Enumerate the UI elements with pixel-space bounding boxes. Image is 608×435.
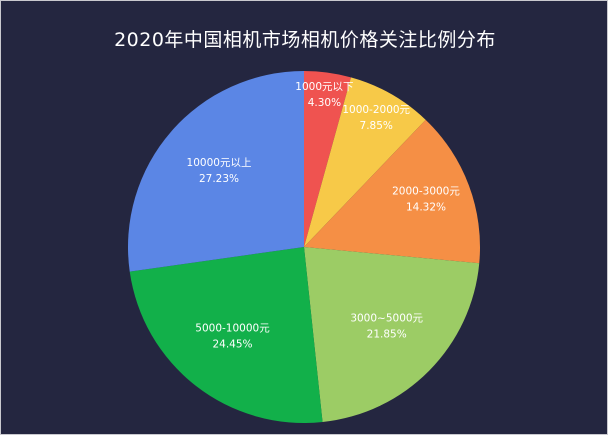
pie-slice-1 — [304, 71, 351, 247]
pie-slice-6 — [127, 71, 304, 272]
chart-title: 2020年中国相机市场相机价格关注比例分布 — [114, 29, 496, 51]
slice-label-value-5: 24.45% — [212, 339, 252, 351]
slice-label-value-6: 27.23% — [199, 173, 239, 185]
slice-label-name-4: 3000~5000元 — [350, 313, 423, 325]
pie-slice-5 — [129, 247, 323, 423]
slice-label-name-1: 1000元以下 — [295, 81, 353, 93]
slice-label-name-2: 1000-2000元 — [342, 104, 410, 116]
slice-label-name-5: 5000-10000元 — [195, 323, 270, 335]
slice-label-value-2: 7.85% — [360, 120, 393, 132]
slice-label-value-4: 21.85% — [367, 329, 407, 341]
slice-label-name-6: 10000元以上 — [187, 157, 252, 169]
pie-slice-4 — [304, 247, 480, 423]
slice-label-value-3: 14.32% — [406, 201, 446, 213]
slice-label-name-3: 2000-3000元 — [392, 185, 460, 197]
pie-slice-3 — [304, 119, 480, 264]
pie-slice-2 — [304, 77, 426, 247]
slice-label-value-1: 4.30% — [308, 97, 341, 109]
